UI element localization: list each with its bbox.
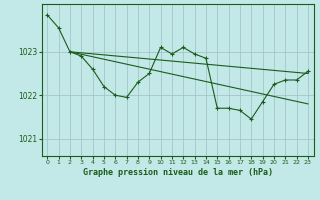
X-axis label: Graphe pression niveau de la mer (hPa): Graphe pression niveau de la mer (hPa)	[83, 168, 273, 177]
